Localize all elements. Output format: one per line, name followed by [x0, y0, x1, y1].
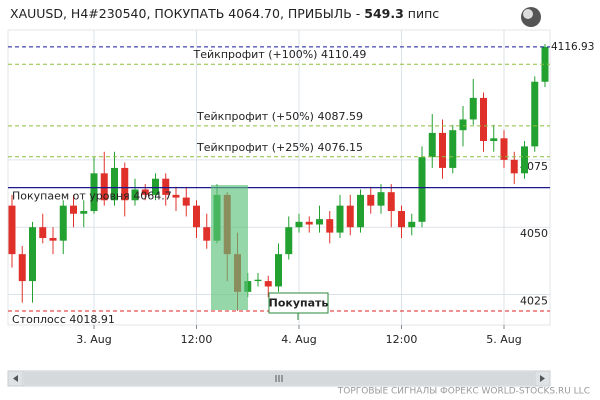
- x-tick-label: 12:00: [386, 333, 418, 346]
- level-label: Покупаем от уровня 4064.7: [12, 190, 172, 203]
- candle-body: [49, 237, 57, 241]
- candle-body: [521, 146, 528, 174]
- candle-body: [490, 138, 498, 141]
- candle-body: [541, 46, 549, 82]
- level-name: Тейкпрофит (+100%): [193, 48, 318, 61]
- globe-icon: [521, 7, 541, 27]
- candle-body: [510, 159, 518, 174]
- candle-body: [131, 189, 139, 201]
- candle-body: [326, 219, 334, 233]
- level-name: Тейкпрофит (+25%): [196, 141, 314, 154]
- candle-body: [367, 194, 375, 206]
- level-name: Тейкпрофит (+50%): [196, 110, 314, 123]
- candle-body: [254, 279, 262, 282]
- candle-body: [469, 97, 477, 120]
- x-tick-label: 3. Aug: [76, 333, 111, 346]
- level-label: Тейкпрофит (+25%) 4076.15: [196, 141, 363, 154]
- candle-body: [346, 205, 354, 228]
- candle-body: [264, 281, 272, 287]
- buy-button-label[interactable]: Покупать: [269, 297, 329, 310]
- candle-body: [285, 227, 293, 255]
- candle-body: [29, 227, 36, 282]
- candle-body: [316, 219, 323, 225]
- candle-body: [377, 192, 385, 206]
- candle-body: [408, 221, 416, 228]
- level-value: 4087.59: [317, 110, 363, 123]
- candle-body: [18, 254, 26, 282]
- candle-body: [428, 132, 436, 158]
- candle-body: [70, 205, 77, 214]
- level-name: Стоплосс: [12, 313, 66, 326]
- candle-body: [111, 167, 118, 201]
- candle-body: [336, 205, 344, 233]
- y-tick-label: 4025: [520, 295, 548, 308]
- candle-body: [295, 221, 303, 228]
- candle-body: [8, 205, 16, 255]
- candle-body: [39, 227, 47, 238]
- candle-body: [141, 189, 149, 195]
- chart-title: XAUUSD, H4#230540, ПОКУПАТЬ 4064.70, ПРИ…: [10, 6, 439, 21]
- title-text: XAUUSD, H4#230540, ПОКУПАТЬ 4064.70, ПРИ…: [10, 6, 360, 21]
- candle-body: [459, 119, 467, 131]
- candle-body: [449, 130, 457, 168]
- candle-body: [203, 227, 211, 241]
- candle-body: [90, 173, 98, 212]
- level-value: 4110.49: [321, 48, 367, 61]
- title-unit: пипс: [408, 6, 439, 21]
- candle-body: [172, 194, 180, 198]
- level-name: Покупаем от уровня: [12, 190, 130, 203]
- candle-body: [357, 194, 364, 228]
- candle-body: [162, 178, 170, 195]
- level-label: Тейкпрофит (+100%) 4110.49: [193, 48, 367, 61]
- candle-body: [398, 211, 405, 228]
- candle-body: [193, 205, 200, 228]
- candle-body: [80, 211, 88, 214]
- x-tick-label: 12:00: [181, 333, 213, 346]
- y-tick-label: 4050: [520, 227, 548, 240]
- candle-body: [418, 157, 426, 222]
- entry-zone: [211, 185, 248, 310]
- x-tick-label: 5. Aug: [486, 333, 521, 346]
- footer: ТОРГОВЫЕ СИГНАЛЫ ФОРЕКС WORLD-STOCKS.RU …: [337, 387, 590, 397]
- candle-body: [100, 173, 108, 201]
- candle-body: [500, 138, 508, 160]
- candle-body: [387, 192, 395, 212]
- candle-body: [152, 178, 159, 195]
- candle-body: [121, 167, 129, 201]
- level-value: 4018.91: [69, 313, 115, 326]
- title-profit: 549.3: [364, 6, 404, 21]
- level-label: Тейкпрофит (+50%) 4087.59: [196, 110, 363, 123]
- level-value: 4064.7: [133, 190, 172, 203]
- candle-body: [59, 205, 67, 241]
- candle-body: [182, 197, 190, 206]
- buy-button[interactable]: [268, 292, 329, 314]
- candle-body: [275, 254, 282, 287]
- candle-body: [531, 81, 539, 147]
- level-value: 4076.15: [317, 141, 363, 154]
- current-price-label: 4116.93: [551, 41, 594, 53]
- candle-body: [439, 132, 446, 168]
- candle-body: [480, 97, 487, 141]
- candle-body: [305, 221, 313, 225]
- scrollbar: [7, 370, 551, 387]
- level-label: Стоплосс 4018.91: [12, 313, 115, 326]
- x-tick-label: 4. Aug: [281, 333, 316, 346]
